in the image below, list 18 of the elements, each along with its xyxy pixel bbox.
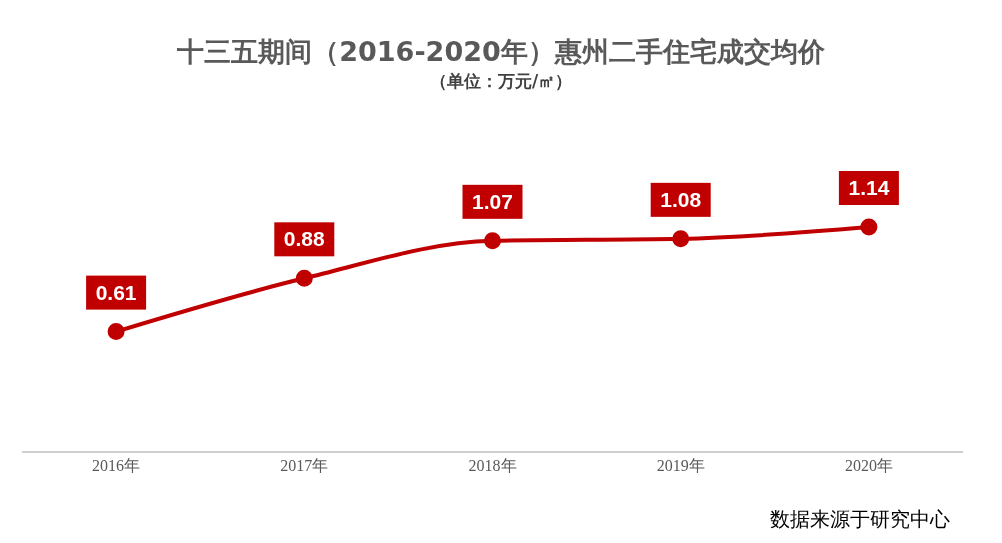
- point: [484, 232, 501, 250]
- point: [107, 323, 125, 341]
- point: [295, 269, 313, 287]
- x-tick-label: 2019年: [656, 457, 705, 475]
- x-tick-label: 2020年: [844, 457, 893, 475]
- data-label: 1.14: [848, 176, 890, 199]
- text: 数据来源于研究中心: [770, 506, 950, 533]
- x-tick-label: 2017年: [280, 457, 329, 475]
- data-label: 1.08: [660, 187, 702, 211]
- chart-title: 十三五期间（2016-2020年）惠州二手住宅成交均价: [176, 35, 826, 69]
- data-label: 0.61: [95, 280, 137, 304]
- point: [672, 230, 690, 248]
- x-tick-label: 2018年: [468, 457, 517, 475]
- data-label: 0.88: [283, 227, 326, 251]
- point: [860, 218, 878, 236]
- data-label: 1.07: [472, 189, 513, 213]
- x-tick-label: 2016年: [92, 457, 141, 475]
- chart-subtitle: （单位：万元/㎡）: [428, 70, 574, 93]
